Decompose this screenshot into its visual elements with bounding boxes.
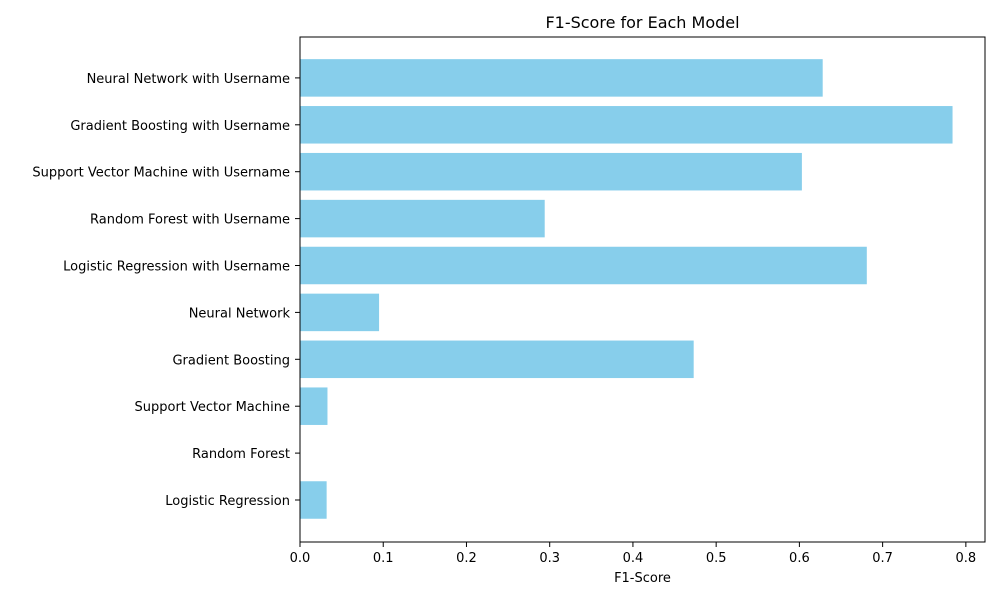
chart-title: F1-Score for Each Model <box>545 13 739 32</box>
y-tick-label: Support Vector Machine <box>135 400 291 415</box>
y-tick-label: Support Vector Machine with Username <box>32 166 290 181</box>
bar-gradient-boosting-with-username <box>300 106 953 144</box>
y-tick-label: Neural Network with Username <box>87 72 290 87</box>
bar-neural-network-with-username <box>300 59 823 97</box>
bar-gradient-boosting <box>300 340 694 379</box>
x-tick-label: 0.1 <box>373 551 394 566</box>
y-tick-label: Random Forest with Username <box>90 213 290 228</box>
x-tick-label: 0.2 <box>456 551 477 566</box>
y-tick-label: Gradient Boosting <box>172 353 290 368</box>
y-tick-label: Gradient Boosting with Username <box>70 119 290 134</box>
bars-group <box>300 59 953 519</box>
x-tick-label: 0.8 <box>956 551 977 566</box>
bar-neural-network <box>300 293 380 332</box>
bar-support-vector-machine-with-username <box>300 152 802 191</box>
x-tick-label: 0.4 <box>623 551 644 566</box>
x-axis-label: F1-Score <box>614 571 671 586</box>
plot-frame <box>299 36 986 543</box>
x-tick-label: 0.7 <box>872 551 893 566</box>
bar-logistic-regression-with-username <box>300 246 867 285</box>
bar-logistic-regression <box>300 481 327 519</box>
bar-random-forest-with-username <box>300 199 545 238</box>
x-tick-label: 0.5 <box>706 551 727 566</box>
y-axis-ticks: Logistic Regression Random Forest Support … <box>32 72 300 509</box>
bar-support-vector-machine <box>300 387 328 425</box>
x-tick-label: 0.3 <box>539 551 560 566</box>
y-tick-label: Random Forest <box>192 447 290 462</box>
y-tick-label: Logistic Regression with Username <box>63 260 290 275</box>
y-tick-label: Neural Network <box>189 306 291 321</box>
x-tick-label: 0.0 <box>290 551 311 566</box>
x-tick-label: 0.6 <box>789 551 810 566</box>
x-axis-ticks: 0.0 0.1 0.2 0.3 0.4 0.5 0.6 0.7 0.8 <box>290 542 977 566</box>
y-tick-label: Logistic Regression <box>165 494 290 509</box>
